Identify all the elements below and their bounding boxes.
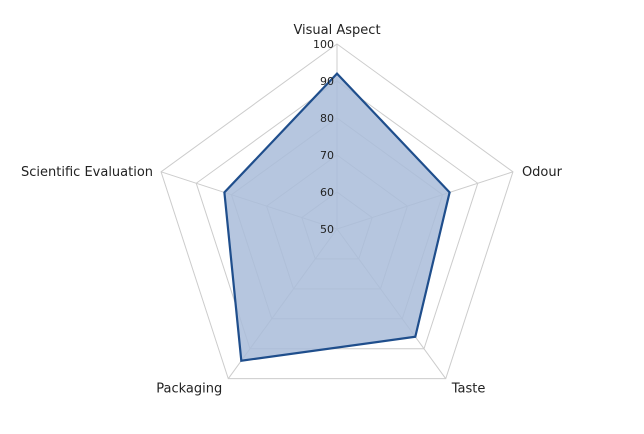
series-area-0 (223, 72, 451, 362)
tick-label-90: 90 (320, 75, 334, 88)
tick-label-80: 80 (320, 112, 334, 125)
tick-label-100: 100 (313, 38, 334, 51)
label-layer: Visual Aspect Odour Taste Packaging Scientif… (21, 23, 563, 397)
tick-layer: 50 60 70 80 90 100 (313, 38, 334, 236)
axis-label-packaging: Packaging (156, 382, 222, 397)
series-layer (223, 72, 451, 362)
tick-label-70: 70 (320, 149, 334, 162)
tick-label-60: 60 (320, 186, 334, 199)
axis-label-taste: Taste (451, 382, 486, 397)
grid-ring-100 (160, 43, 514, 380)
axis-label-odour: Odour (522, 165, 563, 180)
grid-ring-90 (195, 80, 479, 350)
axis-label-visual-aspect: Visual Aspect (293, 23, 380, 38)
axis-label-scientific-evaluation: Scientific Evaluation (21, 165, 153, 180)
tick-label-50: 50 (320, 223, 334, 236)
